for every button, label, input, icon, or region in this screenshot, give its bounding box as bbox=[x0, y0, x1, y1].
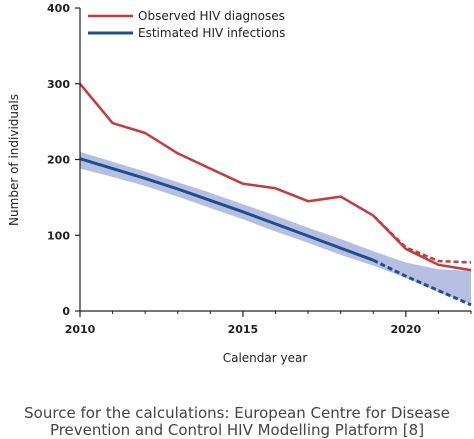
series-line-observed bbox=[79, 83, 472, 272]
uncertainty-band-layer bbox=[80, 151, 471, 305]
projection-line-estimated bbox=[372, 258, 472, 307]
y-axis-label: Number of individuals bbox=[7, 94, 21, 226]
legend-label-observed: Observed HIV diagnoses bbox=[138, 9, 285, 23]
y-tick-label: 100 bbox=[47, 229, 70, 242]
x-tick-label: 2020 bbox=[391, 323, 422, 336]
source-note: Source for the calculations: European Ce… bbox=[0, 405, 474, 439]
hiv-trend-chart: 0 100 200 300 400 2010 2015 2020 Number of indi… bbox=[7, 2, 472, 365]
source-line-2: Prevention and Control HIV Modelling Pla… bbox=[49, 421, 425, 439]
series-line-estimated bbox=[79, 157, 374, 262]
series-layer bbox=[79, 83, 472, 307]
y-tick-label: 300 bbox=[47, 78, 70, 91]
x-axis-label: Calendar year bbox=[223, 351, 308, 365]
legend-label-estimated: Estimated HIV infections bbox=[138, 26, 285, 40]
legend: Observed HIV diagnoses Estimated HIV inf… bbox=[88, 9, 285, 40]
tick-labels: 0 100 200 300 400 2010 2015 2020 bbox=[47, 2, 421, 336]
axes bbox=[75, 7, 472, 317]
source-line-1: Source for the calculations: European Ce… bbox=[24, 404, 450, 422]
y-tick-label: 0 bbox=[62, 305, 70, 318]
projection-line-observed bbox=[372, 214, 472, 264]
y-tick-label: 200 bbox=[47, 154, 70, 167]
x-tick-label: 2010 bbox=[65, 323, 96, 336]
y-tick-label: 400 bbox=[47, 2, 70, 15]
uncertainty-band bbox=[80, 151, 471, 305]
x-tick-label: 2015 bbox=[228, 323, 259, 336]
